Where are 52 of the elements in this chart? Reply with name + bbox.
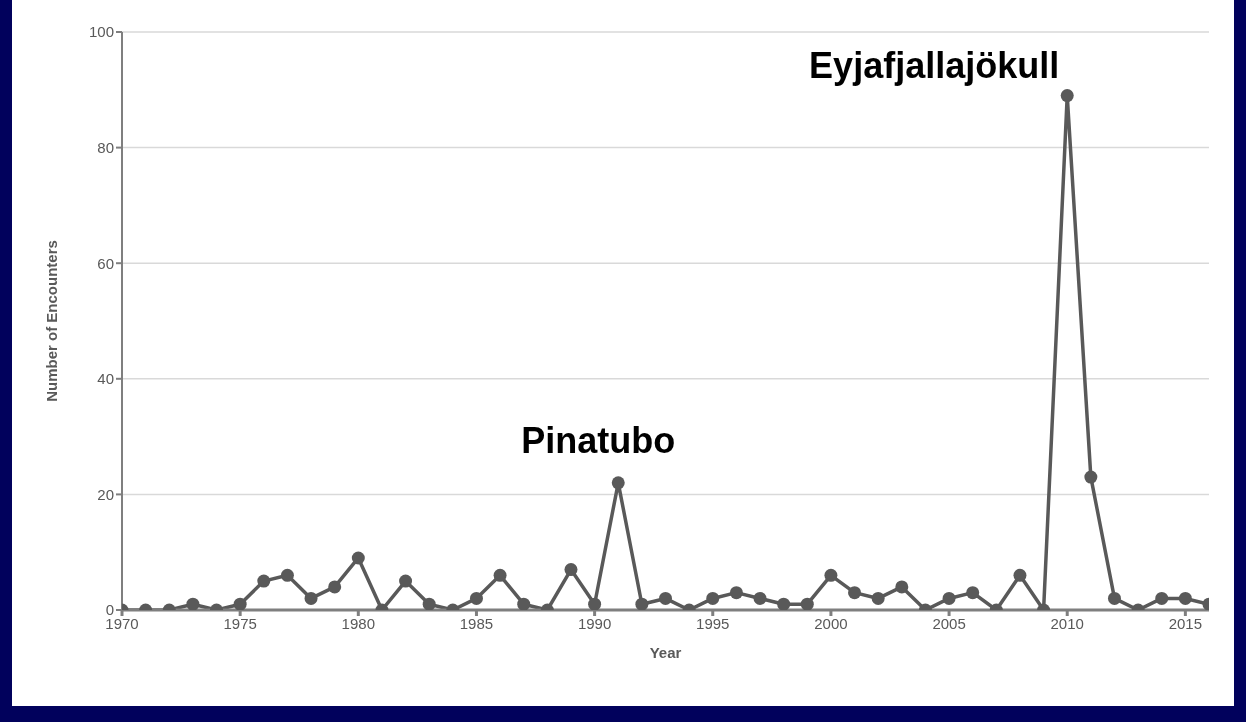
point bbox=[422, 597, 436, 610]
point bbox=[1178, 591, 1192, 605]
x-tick-label: 1985 bbox=[459, 614, 494, 632]
point bbox=[871, 591, 885, 605]
y-tick-label: 20 bbox=[97, 485, 114, 503]
point bbox=[233, 597, 247, 610]
point bbox=[777, 597, 791, 610]
y-tick-label: 100 bbox=[88, 23, 114, 41]
point bbox=[517, 597, 531, 610]
point bbox=[399, 574, 413, 588]
x-axis-title: Year bbox=[649, 644, 682, 661]
x-tick-label: 1980 bbox=[341, 614, 375, 632]
x-tick-label: 2000 bbox=[814, 614, 848, 632]
point bbox=[824, 568, 838, 582]
point bbox=[800, 597, 814, 610]
annotation: Eyjafjallajökull bbox=[809, 44, 1060, 86]
x-tick-label: 2015 bbox=[1168, 614, 1203, 632]
point bbox=[588, 597, 602, 610]
point bbox=[706, 591, 720, 605]
point bbox=[848, 586, 862, 600]
point bbox=[1060, 89, 1074, 103]
point bbox=[493, 568, 507, 582]
point bbox=[895, 580, 909, 594]
x-tick-label: 1995 bbox=[696, 614, 730, 632]
y-tick-label: 80 bbox=[97, 138, 114, 156]
point bbox=[1155, 591, 1169, 605]
annotation: Pinatubo bbox=[521, 419, 676, 461]
point bbox=[659, 591, 672, 605]
point bbox=[280, 568, 294, 582]
point bbox=[729, 586, 743, 600]
point bbox=[304, 591, 318, 605]
point bbox=[257, 574, 271, 588]
point bbox=[635, 597, 649, 610]
point bbox=[564, 563, 578, 577]
y-axis-title: Number of Encounters bbox=[43, 240, 61, 402]
point bbox=[966, 586, 980, 600]
point bbox=[351, 551, 365, 565]
point bbox=[328, 580, 342, 594]
y-tick-label: 40 bbox=[97, 370, 114, 388]
point bbox=[942, 591, 956, 605]
x-tick-label: 1975 bbox=[223, 614, 257, 632]
point bbox=[186, 597, 200, 610]
point bbox=[469, 591, 483, 605]
x-tick-label: 2005 bbox=[932, 614, 966, 632]
point bbox=[1107, 591, 1121, 605]
point bbox=[1084, 470, 1098, 484]
point bbox=[753, 591, 767, 605]
x-tick-label: 1990 bbox=[577, 614, 612, 632]
point bbox=[611, 476, 625, 490]
y-tick-label: 60 bbox=[97, 254, 114, 272]
point bbox=[1013, 568, 1027, 582]
x-tick-label: 2010 bbox=[1050, 614, 1084, 632]
